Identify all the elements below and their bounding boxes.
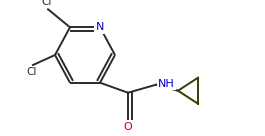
Text: NH: NH: [158, 79, 175, 89]
Text: Cl: Cl: [42, 0, 52, 7]
Text: O: O: [124, 122, 132, 132]
Text: Cl: Cl: [27, 67, 37, 77]
Text: N: N: [96, 22, 104, 32]
